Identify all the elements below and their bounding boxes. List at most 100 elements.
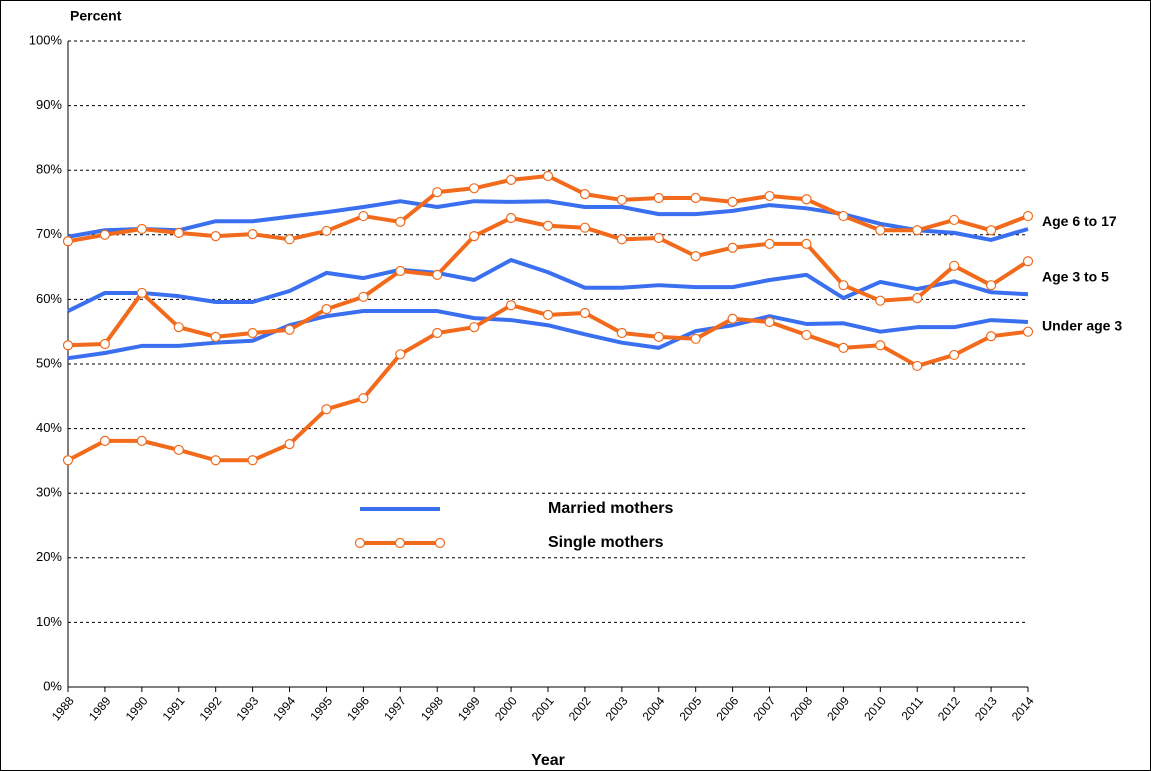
y-axis-title: Percent — [70, 8, 122, 24]
series-marker — [949, 214, 960, 226]
series-marker — [432, 327, 443, 339]
series-marker — [690, 251, 701, 262]
line-label: Under age 3 — [1042, 318, 1122, 334]
series-marker — [875, 340, 886, 351]
x-tick-label: 2007 — [750, 694, 778, 724]
series-marker — [432, 269, 443, 280]
x-tick-label: 1991 — [160, 694, 188, 724]
x-tick-label: 1990 — [123, 694, 151, 724]
x-tick-label: 1998 — [418, 694, 446, 724]
series-marker — [210, 455, 221, 466]
series-marker — [764, 190, 775, 202]
series-marker — [764, 316, 775, 328]
series-marker — [62, 455, 74, 466]
x-tick-label: 2008 — [787, 694, 815, 724]
series-marker — [99, 338, 111, 350]
series-marker — [912, 360, 923, 372]
series-marker — [247, 327, 258, 339]
legend-label: Married mothers — [548, 500, 673, 517]
series-marker — [875, 295, 886, 306]
x-tick-label: 1994 — [270, 694, 298, 724]
y-tick-label: 0% — [43, 678, 62, 693]
series-marker — [358, 210, 369, 222]
series-marker — [579, 307, 591, 319]
series-marker — [727, 313, 738, 324]
series-marker — [505, 300, 517, 311]
series-marker — [542, 220, 554, 231]
series-marker — [173, 444, 184, 456]
series-marker — [432, 187, 443, 198]
series-marker — [210, 230, 221, 242]
y-tick-label: 10% — [36, 614, 62, 629]
series-marker — [838, 342, 849, 353]
x-tick-label: 2005 — [677, 694, 705, 724]
line-label: Age 6 to 17 — [1042, 213, 1117, 229]
series-marker — [136, 287, 147, 299]
y-tick-label: 30% — [36, 485, 62, 500]
series-marker — [801, 329, 812, 341]
series-marker — [1022, 326, 1034, 337]
series-marker — [469, 322, 480, 333]
series-line — [67, 257, 1029, 313]
series-marker — [62, 340, 74, 351]
x-tick-label: 2004 — [640, 694, 668, 724]
series-marker — [542, 170, 554, 182]
x-tick-label: 1988 — [49, 694, 77, 724]
series-marker — [173, 227, 184, 238]
series-marker — [764, 238, 775, 249]
y-tick-label: 40% — [36, 420, 62, 435]
series-marker — [542, 309, 554, 321]
x-tick-label: 2002 — [566, 694, 594, 724]
x-tick-label: 1993 — [233, 694, 261, 724]
series-marker — [395, 216, 406, 227]
series-marker — [912, 293, 923, 304]
x-tick-label: 2013 — [972, 694, 1000, 724]
series-marker — [358, 393, 369, 404]
series-line — [67, 303, 1029, 463]
series-marker — [801, 194, 812, 205]
series-marker — [838, 280, 849, 291]
series-marker — [579, 222, 591, 233]
series-marker — [653, 192, 664, 204]
x-tick-label: 2001 — [529, 694, 557, 724]
series-marker — [912, 225, 923, 236]
series-line — [67, 199, 1029, 242]
series-marker — [653, 331, 664, 342]
y-tick-label: 80% — [36, 162, 62, 177]
legend-label: Single mothers — [548, 534, 664, 551]
y-tick-label: 70% — [36, 226, 62, 241]
y-tick-label: 60% — [36, 291, 62, 306]
series-marker — [875, 225, 886, 236]
series-marker — [99, 435, 111, 446]
series-marker — [690, 333, 701, 344]
legend-marker — [434, 537, 446, 549]
series-marker — [985, 280, 997, 291]
series-marker — [985, 331, 997, 342]
series-marker — [1022, 256, 1034, 267]
series-marker — [247, 455, 258, 466]
series-marker — [284, 234, 295, 245]
series-marker — [173, 322, 184, 333]
x-tick-label: 1995 — [307, 694, 335, 724]
series-marker — [321, 225, 332, 237]
series-marker — [949, 260, 960, 271]
series-marker — [358, 291, 369, 302]
series-marker — [1022, 210, 1034, 222]
x-tick-label: 1999 — [455, 694, 483, 724]
series-marker — [469, 230, 480, 242]
x-tick-label: 1992 — [197, 694, 225, 724]
series-marker — [469, 183, 480, 194]
x-tick-label: 2009 — [824, 694, 852, 724]
y-tick-label: 90% — [36, 97, 62, 112]
series-marker — [395, 349, 406, 360]
x-tick-label: 1997 — [381, 694, 409, 724]
x-tick-label: 1996 — [344, 694, 372, 724]
x-tick-label: 2000 — [492, 694, 520, 724]
series-marker — [727, 196, 738, 207]
y-tick-label: 50% — [36, 355, 62, 370]
series-marker — [395, 265, 406, 277]
x-tick-label: 2006 — [713, 694, 741, 724]
series-marker — [985, 225, 997, 236]
series-marker — [99, 229, 111, 240]
